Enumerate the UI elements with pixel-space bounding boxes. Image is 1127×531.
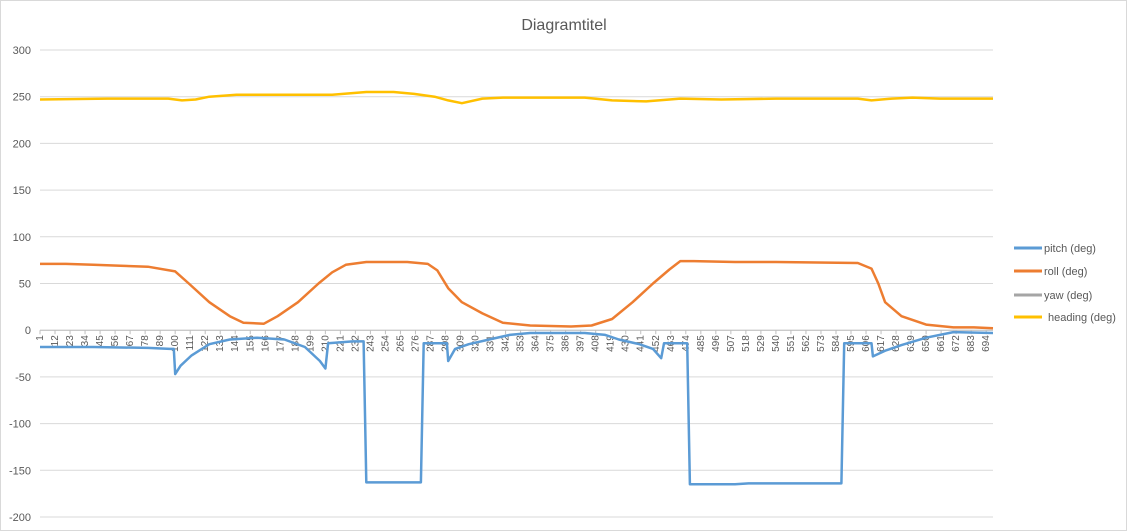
- series-lines: [39, 90, 994, 486]
- x-tick-label: 56: [110, 335, 121, 347]
- x-tick-label: 683: [966, 335, 977, 352]
- y-tick-label: 0: [25, 325, 31, 337]
- series-line-pitch: [40, 330, 994, 486]
- y-tick-label: 200: [13, 138, 31, 150]
- x-tick-label: 386: [561, 335, 572, 352]
- x-tick-label: 309: [456, 335, 467, 352]
- x-tick-label: 518: [741, 335, 752, 352]
- legend: pitch (deg) roll (deg) yaw (deg) heading (d…: [1014, 243, 1116, 324]
- legend-label: pitch (deg): [1044, 243, 1096, 255]
- x-tick-label: 122: [200, 335, 211, 352]
- x-tick-label: 485: [696, 335, 707, 352]
- x-tick-label: 342: [501, 335, 512, 352]
- x-tick-label: 375: [546, 335, 557, 352]
- x-tick-label: 540: [771, 335, 782, 352]
- x-tick-label: 232: [350, 335, 361, 352]
- x-tick-label: 650: [921, 335, 932, 352]
- x-tick-label: 628: [891, 335, 902, 352]
- x-tick-label: 166: [260, 335, 271, 352]
- x-tick-label: 672: [951, 335, 962, 352]
- x-tick-label: 529: [756, 335, 767, 352]
- x-tick-label: 210: [320, 335, 331, 352]
- x-tick-label: 254: [380, 335, 391, 352]
- x-tick-label: 364: [531, 335, 542, 352]
- y-tick-label: -50: [15, 372, 31, 384]
- gridlines: [40, 49, 993, 518]
- x-tick-label: 419: [606, 335, 617, 352]
- y-tick-label: -200: [9, 512, 31, 524]
- series-line-roll: [40, 259, 994, 330]
- x-tick-label: 573: [816, 335, 827, 352]
- x-tick-label: 199: [305, 335, 316, 352]
- legend-label: yaw (deg): [1044, 290, 1092, 302]
- y-tick-label: -150: [9, 465, 31, 477]
- series-line-heading: [39, 90, 993, 105]
- x-tick-label: 661: [936, 335, 947, 352]
- x-tick-label: 155: [245, 335, 256, 352]
- x-tick-label: 78: [140, 335, 151, 347]
- x-tick-label: 265: [395, 335, 406, 352]
- x-tick-label: 177: [275, 335, 286, 352]
- y-tick-label: 250: [13, 92, 31, 104]
- x-tick-label: 507: [726, 335, 737, 352]
- y-tick-label: 50: [19, 279, 31, 291]
- x-tick-label: 89: [155, 335, 166, 347]
- x-tick-label: 133: [215, 335, 226, 352]
- x-tick-label: 441: [636, 335, 647, 352]
- x-tick-label: 243: [365, 335, 376, 352]
- x-tick-label: 562: [801, 335, 812, 352]
- x-tick-label: 111: [185, 335, 196, 351]
- x-tick-label: 617: [876, 335, 887, 352]
- x-tick-label: 331: [486, 335, 497, 352]
- x-tick-label: 496: [711, 335, 722, 352]
- x-tick-label: 67: [125, 335, 136, 347]
- x-tick-label: 1: [35, 335, 46, 341]
- x-tick-label: 452: [651, 335, 662, 352]
- y-tick-label: -100: [9, 419, 31, 431]
- x-tick-label: 12: [50, 335, 61, 347]
- x-tick-label: 694: [981, 335, 992, 352]
- x-tick-label: 551: [786, 335, 797, 352]
- x-tick-label: 45: [95, 335, 106, 347]
- x-tick-label: 430: [621, 335, 632, 352]
- x-tick-label: 34: [80, 335, 91, 347]
- x-tick-label: 408: [591, 335, 602, 352]
- x-tick-label: 144: [230, 335, 241, 352]
- x-tick-label: 23: [65, 335, 76, 347]
- legend-label: heading (deg): [1048, 312, 1116, 324]
- x-tick-label: 353: [516, 335, 527, 352]
- x-tick-label: 397: [576, 335, 587, 352]
- x-tick-label: 584: [831, 335, 842, 352]
- x-tick-label: 100: [170, 335, 181, 352]
- y-axis-ticks: -200 -150 -100 -50 0 50 100 150 200 250 300: [9, 45, 31, 524]
- y-tick-label: 300: [13, 45, 31, 57]
- chart-title: Diagramtitel: [521, 17, 606, 34]
- x-tick-label: 276: [410, 335, 421, 352]
- legend-label: roll (deg): [1044, 266, 1087, 278]
- y-tick-label: 100: [13, 232, 31, 244]
- y-tick-label: 150: [13, 185, 31, 197]
